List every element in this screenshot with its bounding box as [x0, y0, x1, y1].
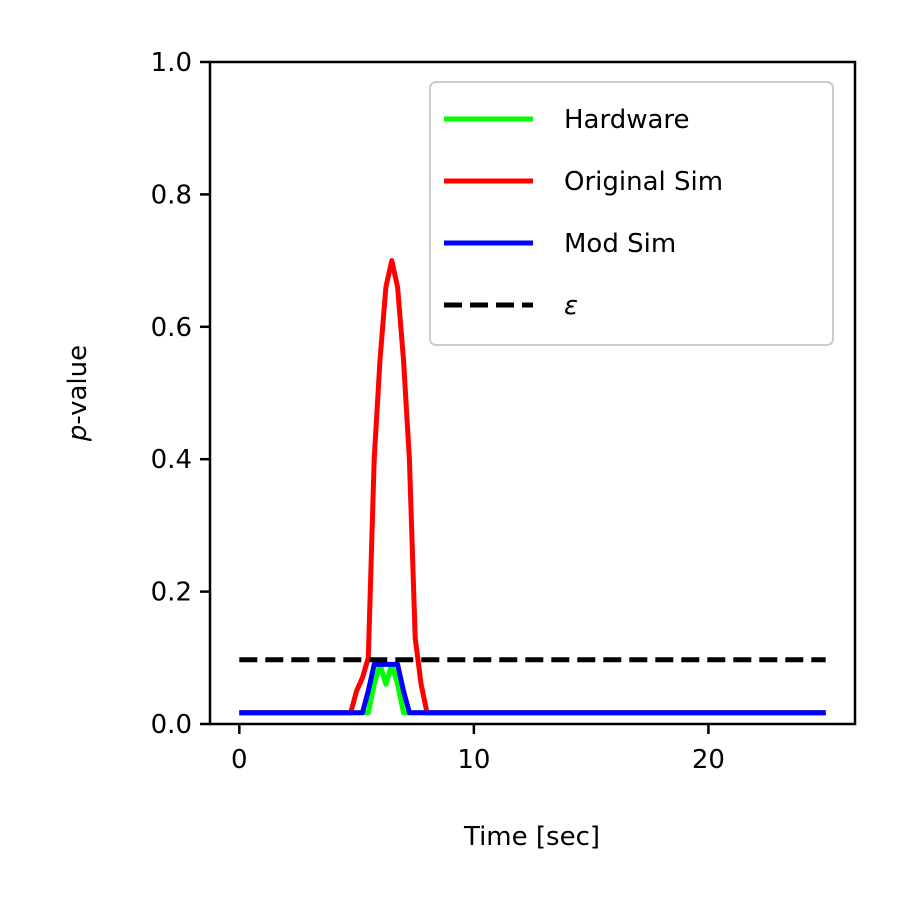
legend-label-0: Hardware	[564, 105, 690, 135]
y-tick-label: 0.8	[151, 180, 192, 210]
x-tick-label: 10	[457, 745, 490, 775]
plot-lines	[239, 258, 826, 716]
y-axis-title-italic: p	[63, 425, 93, 443]
series-line-2	[239, 661, 826, 716]
legend-box	[429, 81, 834, 346]
y-axis: 0.0 0.2 0.4 0.6 0.8 1.0	[151, 48, 210, 740]
legend: Hardware Original Sim Mod Sim ε	[429, 81, 834, 346]
legend-label-3: ε	[564, 291, 578, 321]
x-axis: 0 10 20	[231, 724, 725, 775]
x-axis-title: Time [sec]	[463, 822, 600, 852]
y-tick-label: 0.4	[151, 445, 192, 475]
y-tick-label: 1.0	[151, 48, 192, 78]
y-tick-label: 0.0	[151, 710, 192, 740]
legend-label-1: Original Sim	[564, 167, 723, 197]
y-axis-title: p-value	[63, 345, 93, 442]
y-axis-title-rest: -value	[63, 345, 93, 425]
x-tick-label: 20	[692, 745, 725, 775]
legend-label-2: Mod Sim	[564, 229, 676, 259]
x-tick-label: 0	[231, 745, 248, 775]
y-tick-label: 0.2	[151, 578, 192, 608]
series-line-1	[239, 258, 826, 716]
plot-frame	[208, 60, 857, 726]
series-line-0	[239, 661, 826, 716]
y-tick-label: 0.6	[151, 313, 192, 343]
